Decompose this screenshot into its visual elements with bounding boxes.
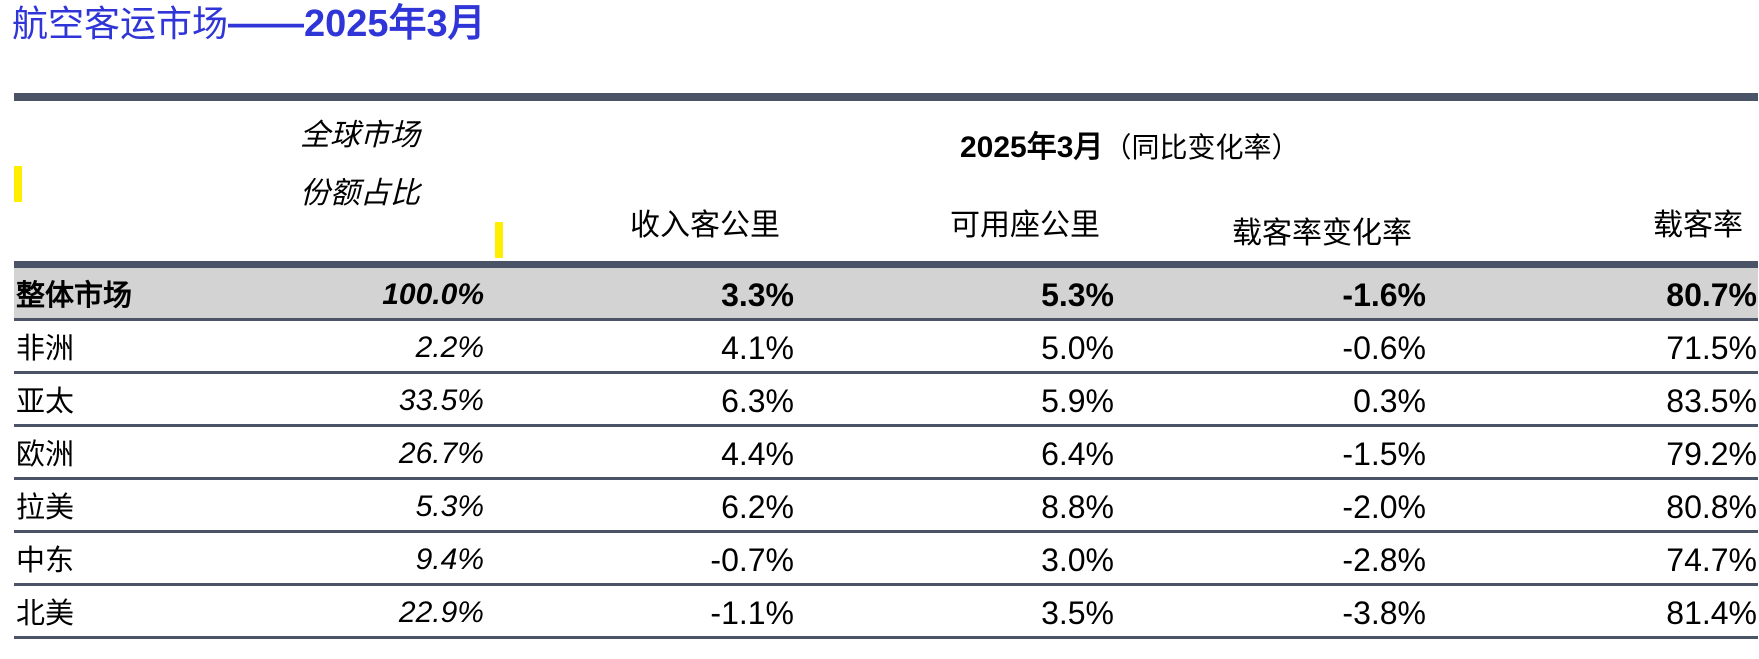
- column-header-lf: 载客率: [1653, 208, 1743, 243]
- lf-change-cell: -1.5%: [1342, 436, 1426, 472]
- region-cell: 北美: [16, 596, 75, 630]
- share-cell: 26.7%: [398, 437, 484, 470]
- share-cell: 5.3%: [415, 490, 484, 523]
- rpk-cell: 6.3%: [721, 383, 794, 419]
- highlight-mark: [495, 222, 503, 258]
- lf-cell: 71.5%: [1666, 330, 1757, 366]
- region-cell: 整体市场: [16, 278, 133, 312]
- rpk-cell: 6.2%: [721, 489, 794, 525]
- lf-cell: 80.7%: [1666, 277, 1757, 313]
- share-cell: 100.0%: [382, 278, 484, 311]
- column-header-rpk: 收入客公里: [630, 208, 780, 243]
- row-divider: [14, 530, 1758, 533]
- page-title: 航空客运市场——2025年3月: [12, 2, 486, 46]
- rpk-cell: -0.7%: [710, 542, 794, 578]
- column-header-lf-change: 载客率变化率: [1232, 216, 1412, 251]
- highlight-mark: [14, 166, 22, 202]
- group-header-label: （同比变化率）: [1103, 131, 1300, 164]
- lf-cell: 81.4%: [1666, 595, 1757, 631]
- lf-cell: 79.2%: [1666, 436, 1757, 472]
- top-rule: [14, 93, 1758, 101]
- rpk-cell: 4.4%: [721, 436, 794, 472]
- lf-change-cell: -3.8%: [1342, 595, 1426, 631]
- rpk-cell: 4.1%: [721, 330, 794, 366]
- row-divider: [14, 477, 1758, 480]
- title-date: 2025年3月: [304, 3, 486, 45]
- lf-cell: 74.7%: [1666, 542, 1757, 578]
- ask-cell: 5.3%: [1041, 277, 1114, 313]
- group-header-date: 2025年3月: [960, 131, 1104, 164]
- table-row: 北美 22.9% -1.1% 3.5% -3.8% 81.4%: [14, 586, 1758, 639]
- region-cell: 拉美: [16, 490, 75, 524]
- table-row: 非洲 2.2% 4.1% 5.0% -0.6% 71.5%: [14, 321, 1758, 374]
- row-divider: [14, 636, 1758, 639]
- ask-cell: 5.0%: [1041, 330, 1114, 366]
- lf-cell: 80.8%: [1666, 489, 1757, 525]
- ask-cell: 5.9%: [1041, 383, 1114, 419]
- row-divider: [14, 424, 1758, 427]
- rpk-cell: -1.1%: [710, 595, 794, 631]
- table-row: 亚太 33.5% 6.3% 5.9% 0.3% 83.5%: [14, 374, 1758, 427]
- ask-cell: 8.8%: [1041, 489, 1114, 525]
- lf-change-cell: -2.8%: [1342, 542, 1426, 578]
- share-cell: 22.9%: [398, 596, 484, 629]
- lf-change-cell: -2.0%: [1342, 489, 1426, 525]
- region-cell: 非洲: [16, 331, 75, 365]
- table-row: 拉美 5.3% 6.2% 8.8% -2.0% 80.8%: [14, 480, 1758, 533]
- group-header: 2025年3月（同比变化率）: [960, 122, 1340, 166]
- ask-cell: 6.4%: [1041, 436, 1114, 472]
- region-cell: 中东: [16, 543, 75, 577]
- share-cell: 9.4%: [415, 543, 484, 576]
- share-header-line1: 全球市场: [300, 118, 420, 153]
- table-row-total: 整体市场 100.0% 3.3% 5.3% -1.6% 80.7%: [14, 268, 1758, 321]
- region-cell: 亚太: [16, 384, 75, 418]
- ask-cell: 3.0%: [1041, 542, 1114, 578]
- row-divider: [14, 583, 1758, 586]
- share-cell: 33.5%: [398, 384, 484, 417]
- share-header-line2: 份额占比: [300, 176, 420, 211]
- ask-cell: 3.5%: [1041, 595, 1114, 631]
- share-cell: 2.2%: [415, 331, 484, 364]
- lf-change-cell: -1.6%: [1342, 277, 1426, 313]
- region-cell: 欧洲: [16, 437, 75, 471]
- lf-change-cell: -0.6%: [1342, 330, 1426, 366]
- lf-change-cell: 0.3%: [1353, 383, 1426, 419]
- row-divider: [14, 318, 1758, 321]
- title-text: 航空客运市场: [12, 4, 229, 45]
- title-dash: ——: [228, 3, 305, 45]
- lf-cell: 83.5%: [1666, 383, 1757, 419]
- row-divider: [14, 371, 1758, 374]
- table-row: 中东 9.4% -0.7% 3.0% -2.8% 74.7%: [14, 533, 1758, 586]
- column-header-ask: 可用座公里: [950, 208, 1100, 243]
- rpk-cell: 3.3%: [721, 277, 794, 313]
- header-rule: [14, 261, 1758, 268]
- table-row: 欧洲 26.7% 4.4% 6.4% -1.5% 79.2%: [14, 427, 1758, 480]
